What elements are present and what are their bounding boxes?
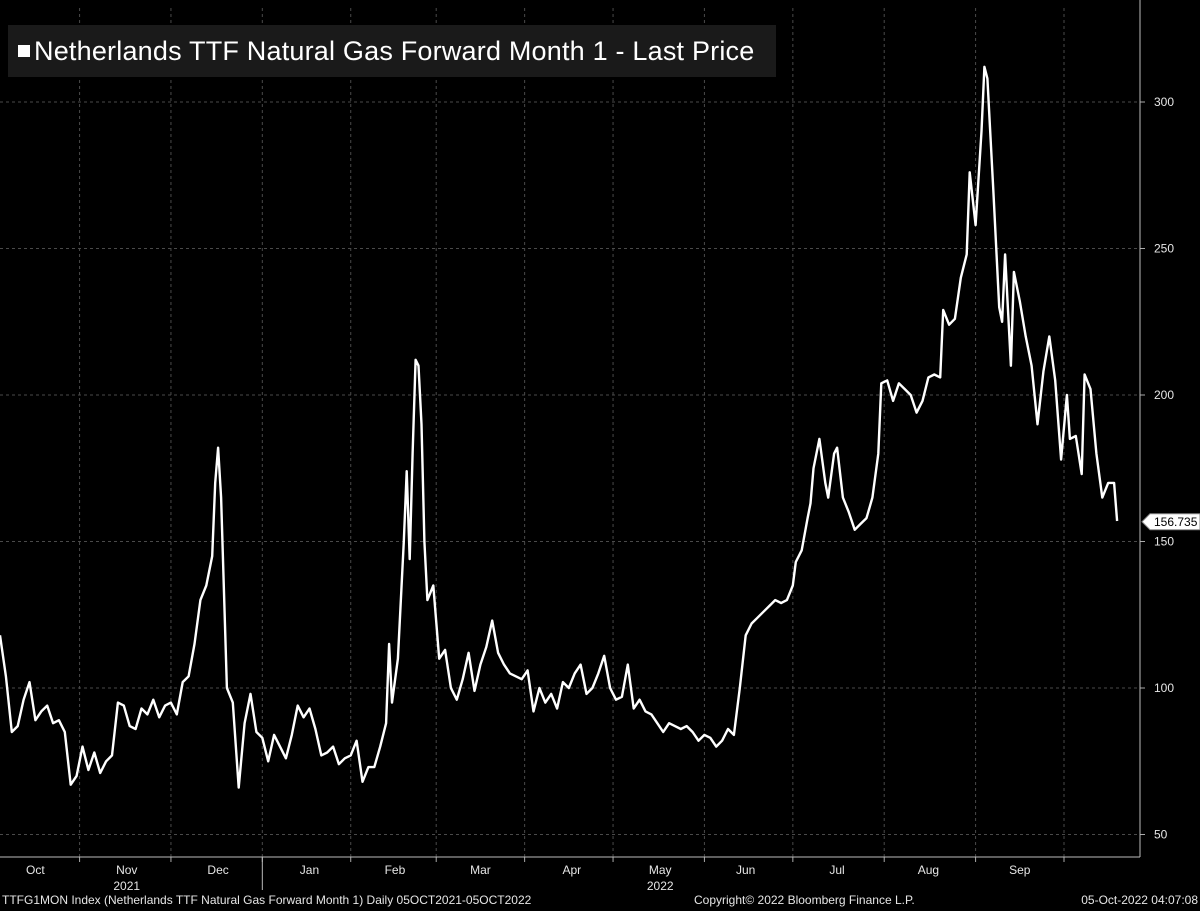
x-tick-label: Dec (207, 863, 228, 877)
axis-labels: 50 100 150 200 250 300 Oct Nov Dec Jan Feb Mar Apr Ma… (26, 95, 1200, 893)
last-value-tag (1141, 513, 1200, 531)
x-tick-label: Jun (736, 863, 755, 877)
last-value-label: 156.735 (1154, 515, 1198, 529)
series-layer (0, 65, 1119, 789)
x-tick-label: Mar (470, 863, 491, 877)
footer-copyright: Copyright© 2022 Bloomberg Finance L.P. (694, 893, 915, 907)
legend-swatch (18, 45, 30, 57)
chart-legend: Netherlands TTF Natural Gas Forward Mont… (8, 25, 776, 77)
y-tick-label: 50 (1154, 828, 1168, 842)
footer-index-info: TTFG1MON Index (Netherlands TTF Natural … (2, 893, 532, 907)
x-year-label: 2022 (647, 879, 674, 893)
axes (0, 0, 1145, 890)
x-tick-label: Feb (385, 863, 406, 877)
x-year-label: 2021 (113, 879, 140, 893)
y-tick-label: 200 (1154, 388, 1174, 402)
y-tick-label: 100 (1154, 681, 1174, 695)
x-tick-label: Nov (116, 863, 137, 877)
x-tick-label: Jul (829, 863, 844, 877)
x-tick-label: Aug (918, 863, 939, 877)
x-tick-label: Sep (1009, 863, 1031, 877)
x-tick-label: May (649, 863, 672, 877)
y-tick-label: 300 (1154, 95, 1174, 109)
price-series-line (0, 65, 1119, 789)
gridlines (0, 8, 1140, 857)
x-tick-label: Oct (26, 863, 45, 877)
y-tick-label: 250 (1154, 242, 1174, 256)
y-tick-label: 150 (1154, 535, 1174, 549)
x-tick-label: Apr (562, 863, 581, 877)
x-tick-label: Jan (300, 863, 319, 877)
footer-timestamp: 05-Oct-2022 04:07:08 (1081, 893, 1198, 907)
chart-title: Netherlands TTF Natural Gas Forward Mont… (34, 35, 755, 66)
